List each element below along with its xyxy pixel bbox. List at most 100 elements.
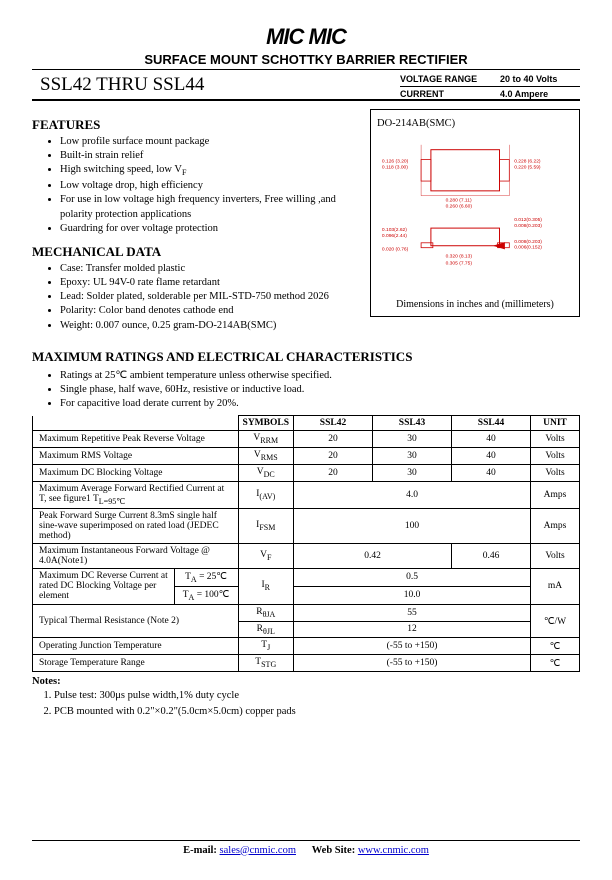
table-row: Maximum Average Forward Rectified Curren… [33,481,580,508]
feature-item: Low profile surface mount package [60,135,358,149]
param: Maximum Instantaneous Forward Voltage @ … [33,543,239,568]
note-item: Pulse test: 300μs pulse width,1% duty cy… [54,689,580,703]
table-row: Peak Forward Surge Current 8.3mS single … [33,508,580,543]
feature-item: High switching speed, low VF [60,163,358,179]
table-header-row: SYMBOLS SSL42 SSL43 SSL44 UNIT [33,416,580,431]
intro-item: Single phase, half wave, 60Hz, resistive… [60,383,580,397]
email-link[interactable]: sales@cnmic.com [220,845,296,856]
dimension-drawing: 0.126 (3.20) 0.118 (3.00) 0.228 (6.22) 0… [377,135,573,282]
unit: Amps [531,508,580,543]
cell: 100 [294,508,531,543]
divider-thick [32,99,580,101]
current-label: CURRENT [400,89,500,99]
table-row: Storage Temperature Range TSTG (-55 to +… [33,655,580,672]
symbol: RθJA [238,604,293,621]
ratings-table: SYMBOLS SSL42 SSL43 SSL44 UNIT Maximum R… [32,415,580,672]
doc-subtitle: SURFACE MOUNT SCHOTTKY BARRIER RECTIFIER [32,52,580,67]
symbol: VRRM [238,431,293,448]
cell: (-55 to +150) [294,655,531,672]
dim-text: 0.305 (7.75) [446,260,473,266]
mech-item: Case: Transfer molded plastic [60,262,358,276]
param: Maximum DC Blocking Voltage [33,465,239,482]
part-title: SSL42 THRU SSL44 [32,74,400,96]
package-name: DO-214AB(SMC) [377,118,573,129]
unit: ℃ [531,638,580,655]
table-row: Maximum RMS Voltage VRMS 20 30 40 Volts [33,448,580,465]
mech-item: Lead: Solder plated, solderable per MIL-… [60,290,358,304]
cell: 40 [452,448,531,465]
mech-heading: MECHANICAL DATA [32,244,358,260]
param: Maximum Repetitive Peak Reverse Voltage [33,431,239,448]
current-value: 4.0 Ampere [500,89,580,99]
notes-section: Notes: Pulse test: 300μs pulse width,1% … [32,676,580,719]
features-list: Low profile surface mount package Built-… [32,135,358,236]
unit: Volts [531,465,580,482]
table-row: Typical Thermal Resistance (Note 2) RθJA… [33,604,580,621]
mech-list: Case: Transfer molded plastic Epoxy: UL … [32,262,358,333]
param: Maximum Average Forward Rectified Curren… [33,481,239,508]
voltage-value: 20 to 40 Volts [500,74,580,84]
note-item: PCB mounted with 0.2"×0.2"(5.0cm×5.0cm) … [54,705,580,719]
spec-block: VOLTAGE RANGE20 to 40 Volts CURRENT4.0 A… [400,74,580,99]
dim-text: 0.320 (8.13) [446,254,473,260]
right-column: DO-214AB(SMC) 0.126 (3.20) 0.118 (3.00) … [370,109,580,341]
ratings-intro: Ratings at 25℃ ambient temperature unles… [32,369,580,412]
col-part: SSL42 [294,416,373,431]
cell: 4.0 [294,481,531,508]
dim-text: 0.008(0.203) [514,239,542,245]
symbol: I(AV) [238,481,293,508]
cell: 0.42 [294,543,452,568]
dim-text: 0.008(0.203) [514,223,542,229]
mech-item: Weight: 0.007 ounce, 0.25 gram-DO-214AB(… [60,319,358,333]
mech-item: Epoxy: UL 94V-0 rate flame retardant [60,276,358,290]
symbol: VDC [238,465,293,482]
page-footer: E-mail: sales@cnmic.com Web Site: www.cn… [32,840,580,856]
table-row: Maximum Instantaneous Forward Voltage @ … [33,543,580,568]
feature-item: Built-in strain relief [60,149,358,163]
dim-text: 0.260 (6.60) [446,204,473,210]
unit: Volts [531,543,580,568]
cell: 20 [294,431,373,448]
param: Maximum RMS Voltage [33,448,239,465]
title-row: SSL42 THRU SSL44 VOLTAGE RANGE20 to 40 V… [32,74,580,99]
divider [32,69,580,70]
dim-text: 0.126 (3.20) [382,158,409,164]
package-diagram: DO-214AB(SMC) 0.126 (3.20) 0.118 (3.00) … [370,109,580,317]
cell: 30 [373,448,452,465]
symbol: RθJL [238,621,293,638]
ratings-heading: MAXIMUM RATINGS AND ELECTRICAL CHARACTER… [32,349,580,365]
table-row: Operating Junction Temperature TJ (-55 t… [33,638,580,655]
col-unit: UNIT [531,416,580,431]
unit: mA [531,568,580,604]
dim-text: 0.103(2.62) [382,227,407,233]
symbol: TJ [238,638,293,655]
symbol: TSTG [238,655,293,672]
unit: ℃ [531,655,580,672]
feature-item: Low voltage drop, high efficiency [60,179,358,193]
logo: MIC MIC [32,24,580,50]
cell: 12 [294,621,531,638]
param: Typical Thermal Resistance (Note 2) [33,604,239,638]
email-label: E-mail: [183,845,219,856]
cell: (-55 to +150) [294,638,531,655]
dim-text: 0.220 (5.59) [514,164,541,170]
symbol: VF [238,543,293,568]
dim-text: 0.280 (7.11) [446,198,472,204]
cell: 0.5 [294,568,531,586]
cell: 20 [294,465,373,482]
cell: 0.46 [452,543,531,568]
site-label: Web Site: [312,845,358,856]
subscript: F [182,168,186,177]
param: Maximum DC Reverse Current at rated DC B… [33,568,175,604]
feature-text: High switching speed, low V [60,164,182,175]
cell: 30 [373,465,452,482]
dim-text: 0.006(0.152) [514,245,542,251]
dim-text: 0.228 (6.22) [514,158,541,164]
site-link[interactable]: www.cnmic.com [358,845,429,856]
unit: Volts [531,431,580,448]
param: Operating Junction Temperature [33,638,239,655]
cell: 20 [294,448,373,465]
table-row: Maximum Repetitive Peak Reverse Voltage … [33,431,580,448]
cond: TA = 25℃ [174,568,238,586]
unit: Volts [531,448,580,465]
